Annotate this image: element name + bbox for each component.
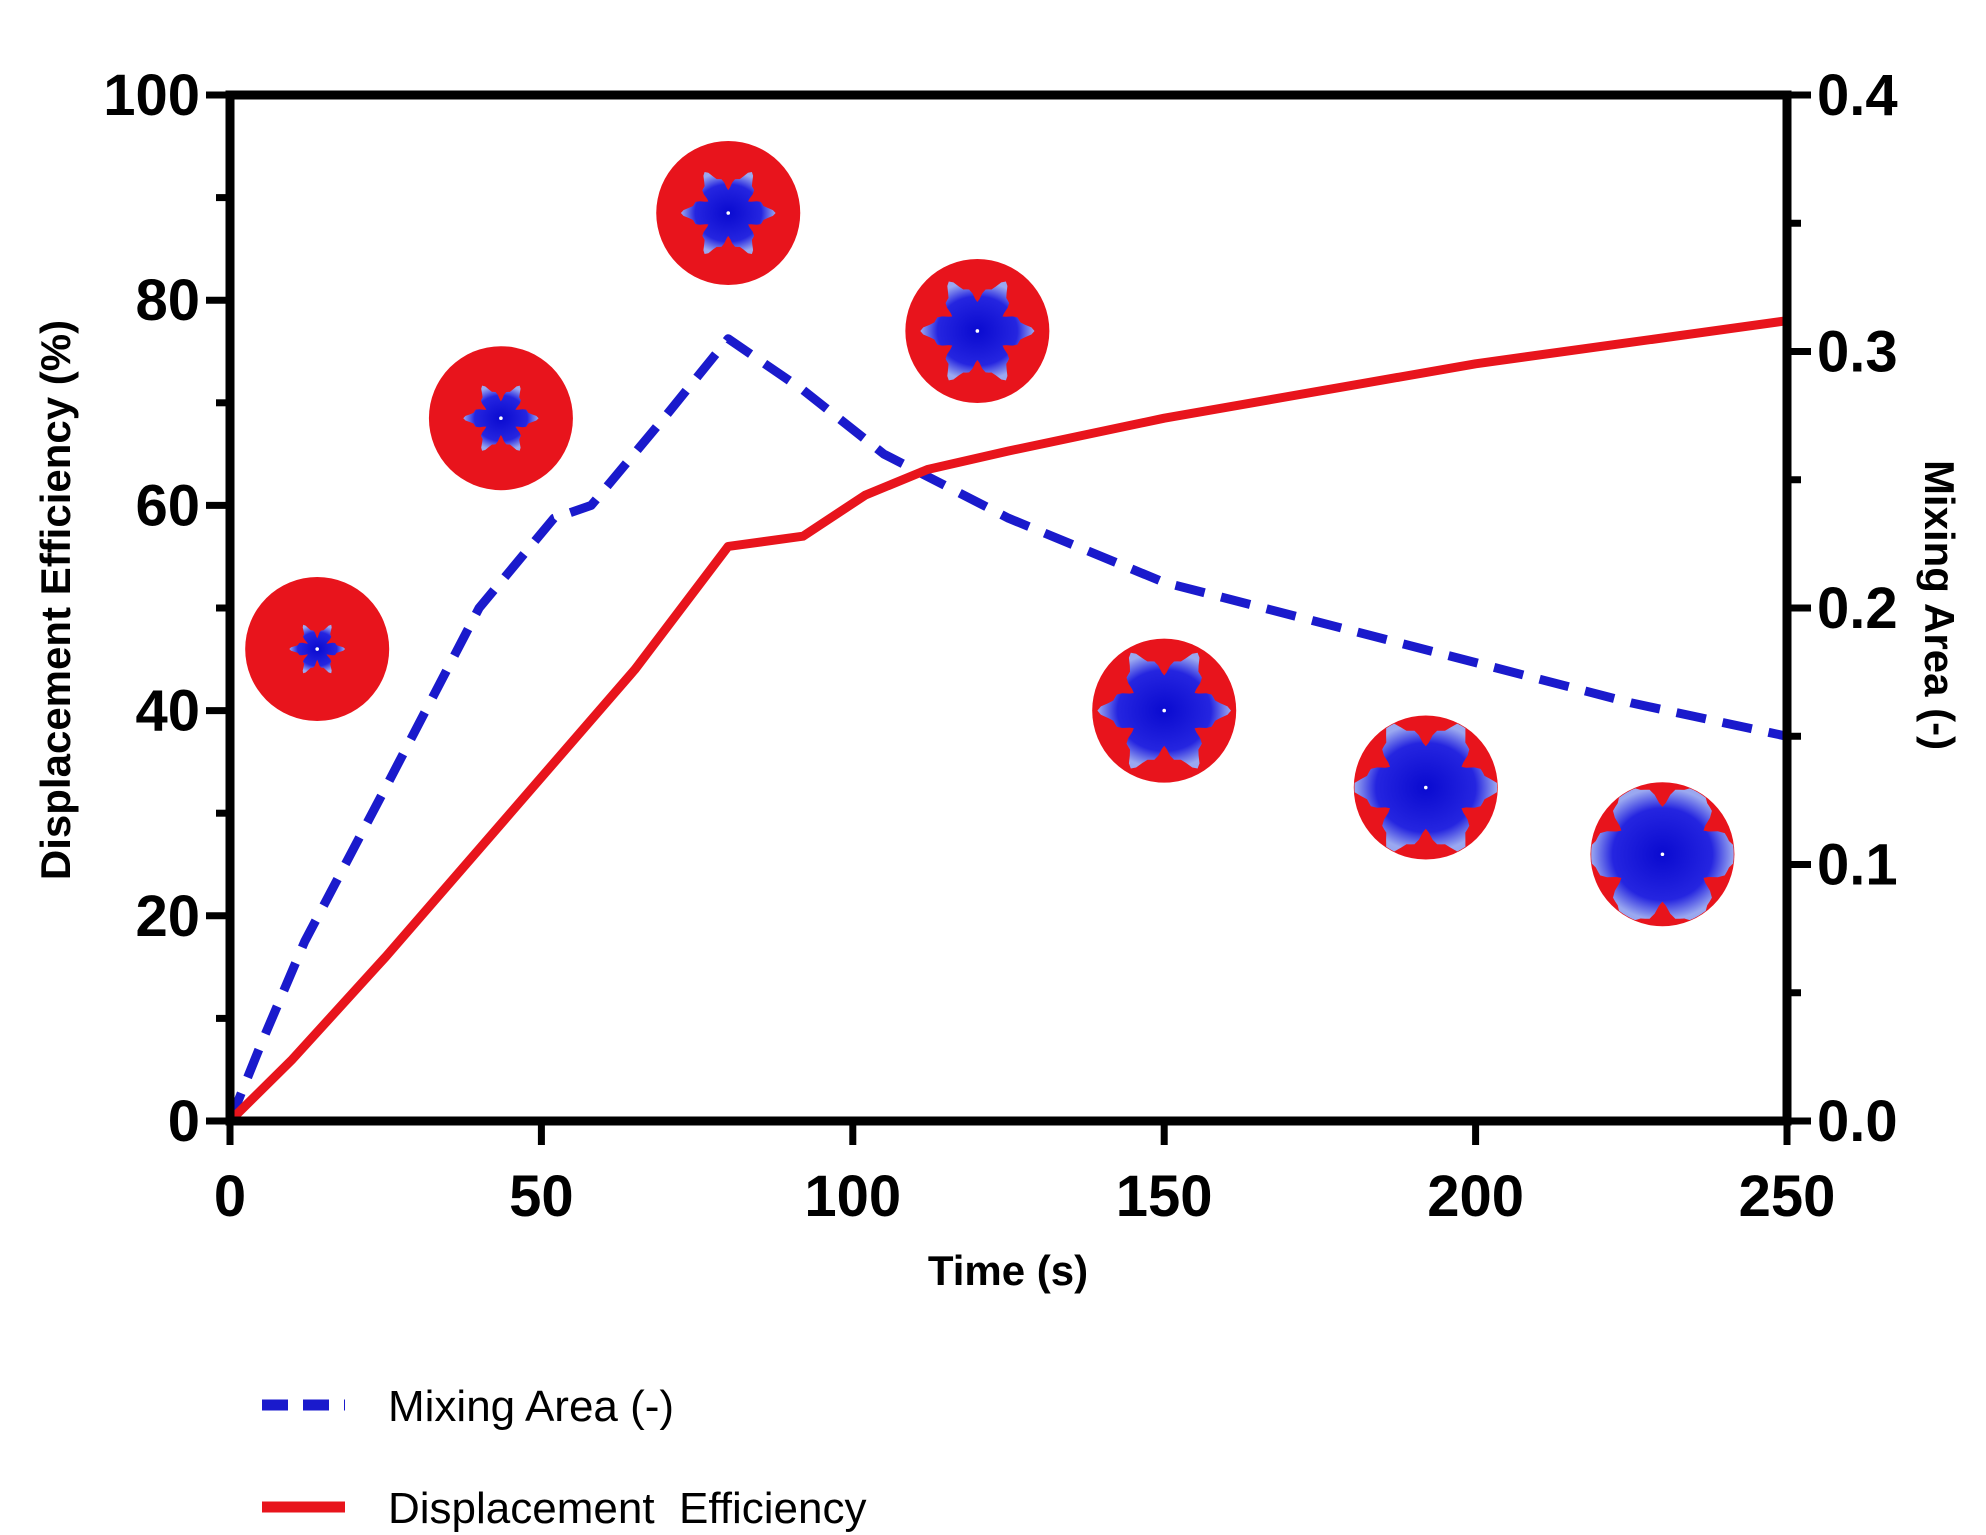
snapshot-5-center [1162, 708, 1166, 713]
legend-label-mixing-area: Mixing Area (-) [388, 1382, 674, 1431]
snapshot-6-center [1423, 785, 1428, 790]
y2-axis-title: Mixing Area (-) [1916, 460, 1963, 750]
plot-frame [225, 90, 1792, 1126]
legend-label-displacement: Displacement Efficiency [388, 1484, 867, 1533]
snapshot-3 [656, 140, 801, 285]
x-tick-label: 200 [1427, 1164, 1524, 1229]
snapshots [245, 140, 1735, 927]
axes: 0 50 100 150 200 250 0 20 40 60 80 100 0.0 0.1 0.2 0.3 0… [103, 63, 1897, 1229]
y-tick-label: 100 [103, 63, 200, 128]
y2-tick-label: 0.2 [1817, 576, 1898, 641]
displacement-efficiency-line [226, 316, 1788, 1125]
y-axis-title: Displacement Efficiency (%) [32, 320, 79, 880]
snapshot-7-center [1660, 852, 1665, 857]
snapshot-1 [245, 577, 390, 722]
snapshot-4 [905, 258, 1050, 403]
y-tick-label: 20 [135, 884, 200, 949]
legend: Mixing Area (-) Displacement Efficiency [262, 1382, 867, 1533]
y-tick-label: 60 [135, 473, 200, 538]
snapshot-7 [1590, 782, 1735, 927]
x-tick-label: 100 [804, 1164, 901, 1229]
snapshot-4-center [975, 329, 980, 333]
y2-tick-label: 0.1 [1817, 833, 1898, 898]
mixing-area-line [225, 334, 1788, 1123]
y-tick-label: 80 [135, 268, 200, 333]
snapshot-2-center [499, 416, 503, 420]
x-tick-label: 50 [509, 1164, 574, 1229]
x-tick-label: 150 [1116, 1164, 1213, 1229]
series [225, 316, 1788, 1125]
snapshot-3-center [726, 211, 731, 215]
x-axis-title: Time (s) [928, 1247, 1088, 1294]
x-tick-label: 0 [214, 1164, 246, 1229]
y2-tick-label: 0.4 [1817, 63, 1898, 128]
y-tick-label: 40 [135, 679, 200, 744]
y2-tick-label: 0.0 [1817, 1089, 1898, 1154]
x-tick-label: 250 [1739, 1164, 1836, 1229]
y2-tick-label: 0.3 [1817, 320, 1898, 385]
snapshot-2 [428, 346, 573, 491]
snapshot-5 [1092, 638, 1237, 783]
snapshot-1-center [315, 647, 319, 651]
y-tick-label: 0 [168, 1089, 200, 1154]
snapshot-6 [1353, 715, 1498, 860]
